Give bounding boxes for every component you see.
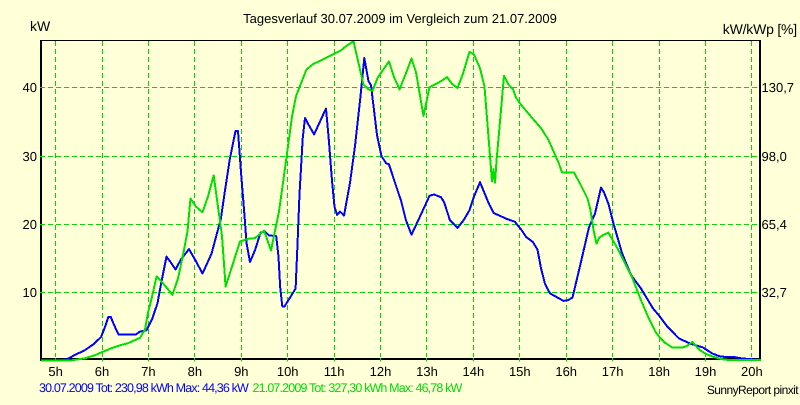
svg-text:30.07.2009 Tot: 230,98 kWh Max: 30.07.2009 Tot: 230,98 kWh Max: 44,36 kW	[39, 381, 249, 395]
svg-text:19h: 19h	[695, 364, 717, 379]
svg-text:21.07.2009 Tot: 327,30 kWh Max: 21.07.2009 Tot: 327,30 kWh Max: 46,78 kW	[253, 381, 463, 395]
svg-text:40: 40	[23, 80, 37, 95]
svg-text:6h: 6h	[95, 364, 109, 379]
svg-text:10: 10	[23, 285, 37, 300]
svg-text:18h: 18h	[648, 364, 670, 379]
svg-text:16h: 16h	[555, 364, 577, 379]
svg-text:7h: 7h	[141, 364, 155, 379]
svg-text:13h: 13h	[416, 364, 438, 379]
svg-text:30: 30	[23, 149, 37, 164]
svg-text:SunnyReport pinxit: SunnyReport pinxit	[707, 383, 799, 397]
svg-text:17h: 17h	[602, 364, 624, 379]
svg-text:kW/kWp [%]: kW/kWp [%]	[723, 21, 797, 37]
svg-text:14h: 14h	[463, 364, 485, 379]
svg-text:130,7: 130,7	[762, 80, 795, 95]
svg-text:32,7: 32,7	[762, 285, 787, 300]
svg-text:kW: kW	[30, 18, 51, 34]
svg-text:9h: 9h	[234, 364, 248, 379]
svg-text:20h: 20h	[741, 364, 763, 379]
svg-text:8h: 8h	[188, 364, 202, 379]
svg-text:98,0: 98,0	[762, 149, 787, 164]
svg-text:12h: 12h	[370, 364, 392, 379]
svg-text:65,4: 65,4	[762, 217, 787, 232]
svg-text:5h: 5h	[48, 364, 62, 379]
svg-text:Tagesverlauf 30.07.2009 im Ver: Tagesverlauf 30.07.2009 im Vergleich zum…	[243, 11, 557, 26]
svg-text:10h: 10h	[277, 364, 299, 379]
svg-text:11h: 11h	[324, 364, 345, 379]
svg-text:15h: 15h	[509, 364, 531, 379]
svg-text:20: 20	[23, 217, 37, 232]
